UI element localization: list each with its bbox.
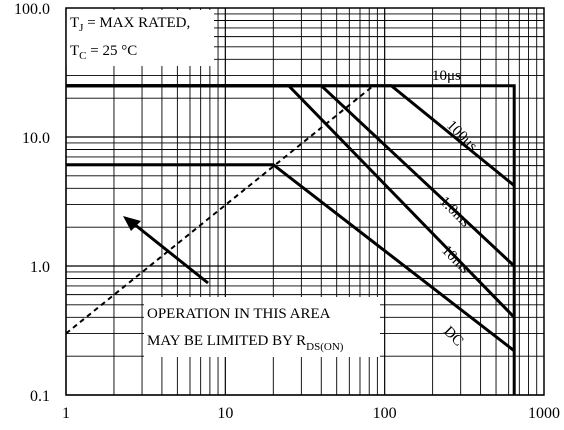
x-tick-label: 1 (62, 405, 70, 422)
y-tick-label: 0.1 (30, 388, 50, 405)
x-tick-label: 100 (373, 405, 397, 422)
series-line (66, 84, 516, 187)
axis-tick-labels: 1 10 100 1000 0.1 1.0 10.0 100.0 (14, 1, 560, 422)
series-lines (65, 84, 516, 395)
y-tick-label: 100.0 (14, 1, 50, 18)
y-tick-label: 1.0 (30, 259, 50, 276)
condition-tj-text: TJ = MAX RATED, (70, 15, 190, 34)
condition-tc-text: TC = 25 °C (70, 43, 137, 62)
rds-annotation-line2: MAY BE LIMITED BY RDS(ON) (147, 333, 344, 353)
curve-label: DC (440, 324, 466, 350)
series-line (66, 84, 516, 319)
curve-label: 10μs (432, 68, 461, 84)
series-line (65, 84, 375, 335)
curve-label: 1.0ms (436, 194, 473, 231)
x-tick-label: 10 (217, 405, 233, 422)
annotation-arrow (123, 216, 209, 285)
plot-border (65, 7, 545, 396)
series-line (66, 163, 516, 352)
conditions-legend: TJ = MAX RATED, TC = 25 °C (66, 10, 214, 66)
rds-annotation: OPERATION IN THIS AREA MAY BE LIMITED BY… (144, 297, 380, 357)
rds-annotation-line1: OPERATION IN THIS AREA (147, 306, 331, 322)
y-tick-label: 10.0 (22, 130, 50, 147)
x-tick-label: 1000 (528, 405, 560, 422)
